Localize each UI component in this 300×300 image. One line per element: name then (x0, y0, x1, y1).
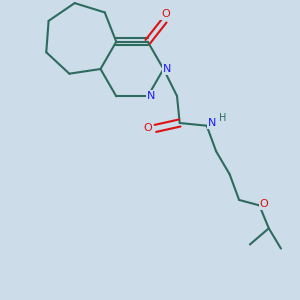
Text: O: O (143, 123, 152, 134)
Text: N: N (147, 91, 155, 101)
Text: O: O (161, 9, 170, 19)
Text: O: O (260, 199, 268, 209)
Text: N: N (163, 64, 171, 74)
Text: H: H (219, 113, 226, 123)
Text: N: N (208, 118, 216, 128)
